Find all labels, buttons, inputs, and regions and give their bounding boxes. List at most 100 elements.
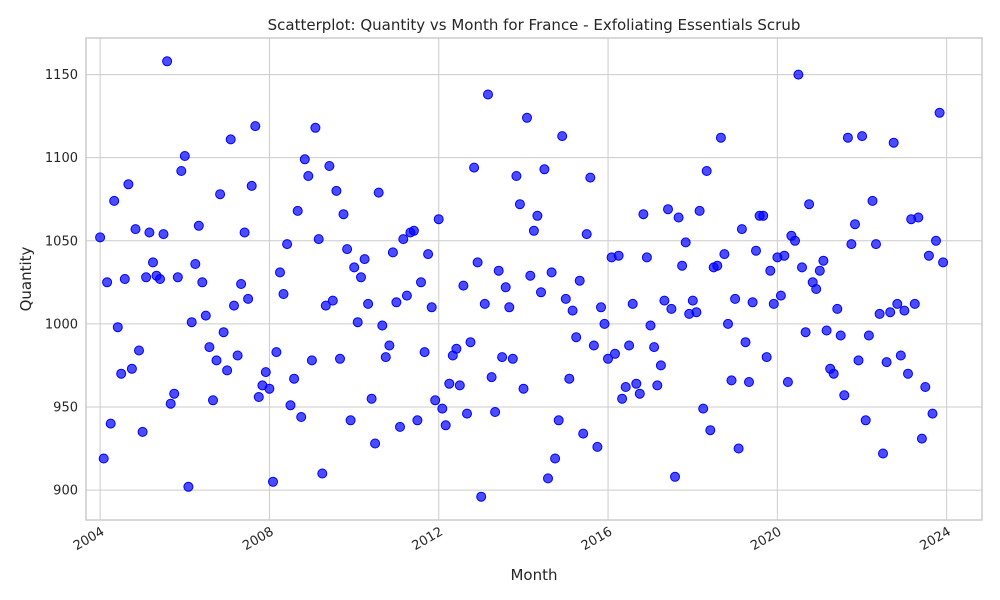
data-point [384, 340, 395, 351]
y-tick-label: 1150 [45, 68, 78, 83]
data-point [673, 212, 684, 223]
y-tick-label: 1050 [45, 234, 78, 249]
data-point [497, 352, 508, 363]
data-point [821, 325, 832, 336]
data-point [507, 353, 518, 364]
data-point [183, 481, 194, 492]
data-point [476, 491, 487, 502]
x-tick-label: 2016 [579, 524, 615, 554]
data-point [903, 368, 913, 379]
data-point [782, 377, 793, 387]
data-point [200, 310, 211, 321]
data-point [162, 56, 173, 67]
data-point [740, 337, 751, 348]
x-tick-label: 2008 [240, 524, 276, 554]
y-tick-label: 950 [53, 400, 78, 415]
data-point [751, 245, 761, 256]
data-point [278, 289, 289, 299]
data-point [536, 287, 546, 298]
data-point [112, 322, 123, 333]
data-point [98, 453, 109, 464]
x-tick-label: 2020 [748, 524, 784, 554]
data-point [624, 340, 635, 351]
data-point [275, 267, 285, 278]
data-point [137, 426, 148, 437]
data-point [649, 342, 660, 353]
data-point [229, 300, 239, 311]
data-point [596, 302, 606, 313]
data-point [109, 195, 120, 206]
data-point [190, 259, 201, 269]
data-point [345, 415, 356, 426]
data-point [134, 345, 144, 356]
data-point [342, 244, 353, 255]
data-point [550, 453, 561, 464]
data-point [931, 235, 941, 246]
data-point [539, 164, 550, 175]
data-point [853, 355, 864, 366]
data-point [892, 298, 903, 309]
data-point [800, 327, 811, 338]
data-point [169, 388, 180, 399]
data-point [366, 393, 377, 404]
data-point [116, 368, 127, 379]
data-point [694, 205, 705, 216]
data-point [193, 220, 204, 231]
data-point [465, 337, 476, 348]
data-point [888, 137, 899, 148]
data-point [236, 279, 247, 289]
data-point [564, 373, 575, 384]
data-point [758, 210, 769, 221]
data-point [412, 415, 423, 426]
data-point [567, 305, 578, 316]
data-point [804, 199, 815, 210]
data-point [363, 298, 374, 309]
data-point [828, 368, 839, 379]
data-point [331, 185, 342, 196]
data-point [895, 350, 906, 361]
data-point [105, 418, 116, 429]
data-point [652, 380, 663, 391]
data-point [878, 448, 888, 459]
data-point [303, 171, 314, 181]
data-point [620, 382, 631, 392]
data-point [218, 327, 229, 338]
data-point [426, 302, 437, 313]
data-point [871, 239, 881, 250]
data-point [306, 355, 317, 366]
data-point [141, 272, 152, 283]
data-point [528, 225, 539, 236]
data-point [719, 249, 730, 260]
data-point [938, 257, 949, 268]
data-point [130, 224, 141, 235]
data-point [680, 237, 691, 248]
data-point [761, 352, 772, 363]
data-point [123, 179, 134, 190]
data-point [574, 275, 585, 286]
data-point [232, 350, 243, 361]
data-point [666, 303, 677, 314]
data-point [472, 257, 483, 268]
data-point [581, 229, 592, 240]
data-point [395, 421, 405, 432]
data-point [416, 277, 426, 288]
data-point [296, 412, 307, 422]
data-point [440, 420, 451, 431]
data-point [204, 342, 215, 353]
y-tick-label: 1100 [45, 151, 78, 166]
data-point [349, 262, 360, 273]
data-point [119, 274, 130, 284]
data-point [292, 205, 303, 216]
data-point [631, 378, 642, 389]
data-point [701, 166, 712, 176]
data-point [239, 227, 250, 238]
data-point [811, 284, 822, 294]
data-point [158, 229, 169, 240]
data-point [299, 154, 310, 165]
data-point [677, 260, 688, 271]
data-point [437, 403, 448, 414]
x-tick-label: 2024 [917, 524, 953, 554]
data-point [867, 195, 878, 206]
data-point [546, 267, 557, 278]
